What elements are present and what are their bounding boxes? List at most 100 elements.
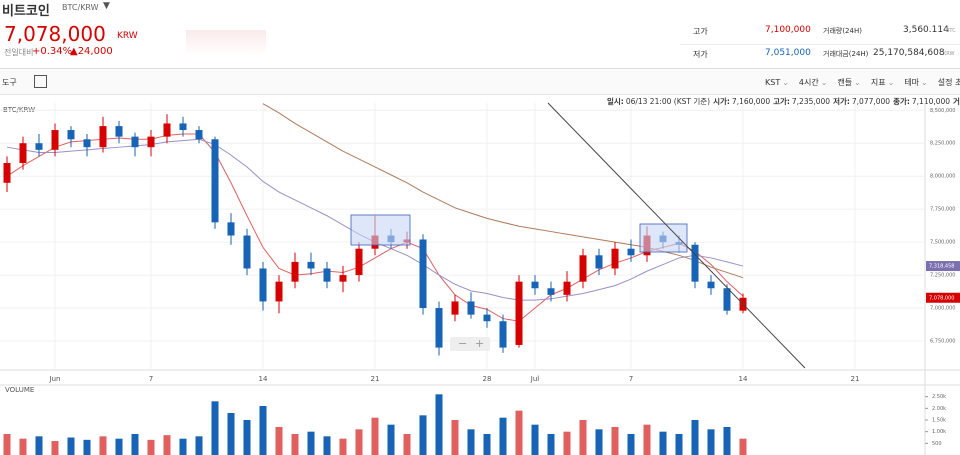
volume-bar — [51, 441, 59, 455]
price-tag — [926, 292, 960, 303]
x-tick-label: 21 — [371, 375, 380, 383]
low: 7,051,000 — [765, 48, 811, 58]
y-tick-label: 8,250,000 — [930, 141, 955, 147]
change-label: 전일대비 — [4, 48, 34, 57]
candle-body — [115, 126, 123, 137]
candle-body — [499, 321, 507, 348]
y-tick-label: 2.00k — [932, 406, 946, 412]
candle-body — [531, 281, 539, 289]
info-label: 일시: — [607, 97, 624, 106]
candle-body — [195, 130, 203, 140]
x-tick-label: Jul — [530, 375, 540, 383]
pair: BTC/KRW — [62, 3, 99, 12]
toolbar-items: KST 4시간 캔들 지표 테마 설정 초기화 — [755, 77, 960, 88]
zoom-control — [450, 337, 490, 351]
y-tick-label: 7,000,000 — [930, 306, 955, 312]
volume-bar — [179, 438, 187, 455]
volume-bar — [515, 410, 523, 455]
toolbar: 도구 KST 4시간 캔들 지표 테마 설정 초기화 — [0, 70, 960, 95]
y-tick-label: 2.50k — [932, 394, 946, 400]
toggle-box[interactable] — [34, 75, 47, 88]
candle-body — [435, 308, 443, 348]
divider — [680, 44, 960, 45]
toolbar-item[interactable]: 지표 — [871, 78, 894, 87]
price-tag-label: 7,078,000 — [929, 295, 954, 301]
volume-bar — [259, 406, 267, 455]
candle-body — [179, 123, 187, 131]
zoom-out[interactable]: − — [458, 337, 467, 350]
toolbar-item[interactable]: KST — [765, 78, 789, 87]
volume-bar — [387, 424, 395, 455]
info-value: 7,235,000 — [791, 97, 831, 106]
x-tick-label: 14 — [259, 375, 268, 383]
y-tick-label: 500 — [932, 441, 942, 447]
info-value: 7,160,000 — [731, 97, 771, 106]
volume-bar — [723, 427, 731, 455]
candle-body — [51, 130, 59, 150]
drawn-box[interactable] — [350, 214, 411, 246]
volume-bar — [451, 420, 459, 455]
reset-button[interactable]: 설정 초기화 — [937, 78, 960, 87]
vol: 3,560.114 — [903, 25, 949, 35]
volume-bar — [531, 424, 539, 455]
header: 비트코인 BTC/KRW ▼ 7,078,000 KRW 전일대비 +0.34%… — [0, 0, 960, 69]
volume-bar — [67, 437, 75, 455]
candle-body — [243, 235, 251, 269]
volume-bar — [627, 434, 635, 455]
volume-bar — [19, 438, 27, 455]
volume-bar — [707, 429, 715, 455]
volume-bar — [243, 420, 251, 455]
volume-bar — [435, 394, 443, 455]
y-tick-label: 1.00k — [932, 429, 946, 435]
toolbar-item[interactable]: 캔들 — [837, 78, 860, 87]
volume-bar — [499, 417, 507, 455]
x-tick-label: Jun — [49, 375, 61, 383]
volume-bar — [611, 427, 619, 455]
candle-body — [355, 248, 363, 276]
volume-bar — [371, 417, 379, 455]
info-value: 7,110,000 — [911, 97, 951, 106]
toolbar-item[interactable]: 테마 — [904, 78, 927, 87]
amt: 25,170,584,608 — [873, 48, 945, 58]
candle-body — [99, 126, 107, 148]
mini-chart — [186, 30, 266, 56]
candle-body — [707, 281, 715, 289]
moving-average — [6, 133, 744, 322]
amt-unit: KRW — [943, 51, 955, 57]
tools[interactable]: 도구 — [2, 78, 17, 87]
volume-bar — [307, 431, 315, 455]
info-line: 일시: 06/13 21:00 (KST 기준) 시가: 7,160,000 고가: 7,… — [604, 96, 960, 107]
trend-line[interactable] — [547, 102, 806, 369]
volume-bar — [291, 434, 299, 455]
vol-unit: BTC — [946, 28, 956, 34]
info-label: 저가: — [833, 97, 850, 106]
toolbar-item[interactable]: 4시간 — [799, 78, 828, 87]
volume-bar — [323, 436, 331, 455]
volume-bar — [675, 434, 683, 455]
candle-body — [339, 275, 347, 282]
info-label: 시가: — [713, 97, 730, 106]
volume-bar — [163, 435, 171, 455]
volume-bar — [595, 429, 603, 455]
dropdown-icon[interactable]: ▼ — [103, 1, 110, 11]
volume-bar — [35, 436, 43, 455]
volume-bar — [643, 424, 651, 455]
drawn-box[interactable] — [639, 223, 688, 253]
volume-bar — [83, 439, 91, 455]
x-tick-label: 7 — [149, 375, 153, 383]
volume-bar — [659, 431, 667, 455]
change-amt: ▲24,000 — [70, 46, 113, 57]
zoom-in[interactable]: + — [475, 337, 484, 350]
volume-bar — [115, 438, 123, 455]
y-tick-label: 7,250,000 — [930, 273, 955, 279]
candle-body — [147, 136, 155, 148]
volume-bar — [147, 439, 155, 455]
volume-bar — [547, 434, 555, 455]
candle-body — [563, 281, 571, 295]
candle-body — [467, 301, 475, 315]
info-label: 종가: — [893, 97, 910, 106]
volume-bar — [195, 436, 203, 455]
info-label: 거래량: — [953, 97, 960, 106]
info-value: 06/13 21:00 (KST 기준) — [625, 97, 711, 106]
